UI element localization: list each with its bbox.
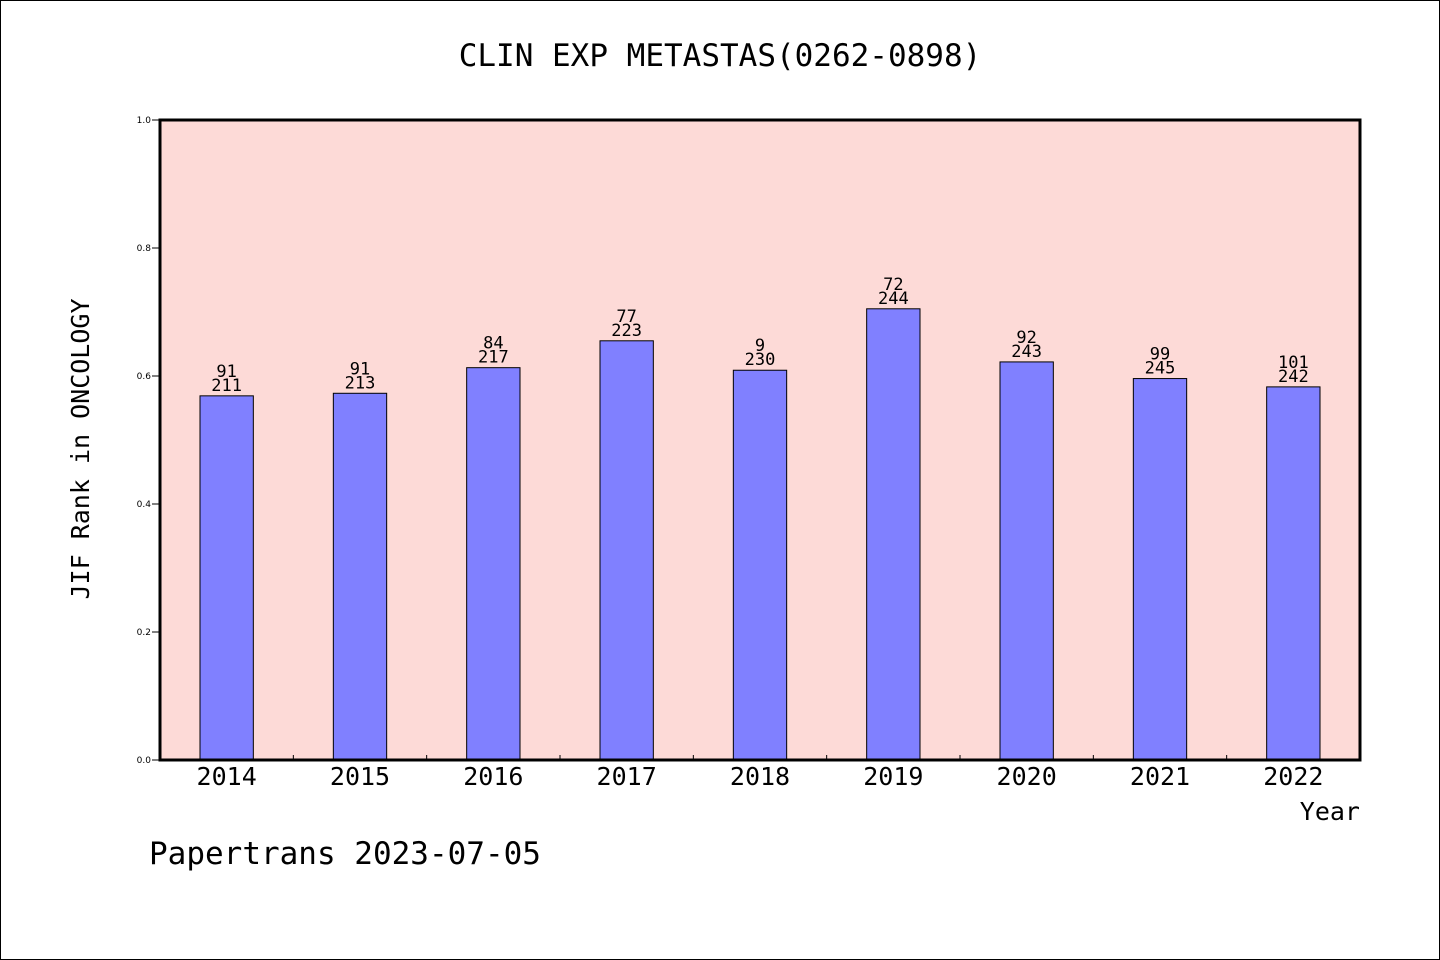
- bar-total-label: 230: [745, 350, 776, 370]
- bar-total-label: 211: [211, 376, 242, 396]
- bar-2017: [599, 340, 654, 761]
- bar-total-label: 213: [345, 373, 376, 393]
- bar-rank-label: 92: [1016, 328, 1036, 348]
- x-tick-label: 2019: [863, 762, 923, 791]
- bar-total-label: 245: [1145, 359, 1176, 379]
- bar-rank-label: 77: [616, 307, 636, 327]
- x-tick-label: 2015: [330, 762, 390, 791]
- bar-total-label: 244: [878, 289, 909, 309]
- bar-rank-label: 84: [483, 334, 503, 354]
- chart-title: CLIN EXP METASTAS(0262-0898): [459, 38, 982, 74]
- bar-total-label: 243: [1011, 342, 1042, 362]
- x-tick-label: 2017: [597, 762, 657, 791]
- x-tick-label: 2014: [197, 762, 257, 791]
- bar-2016: [466, 367, 521, 761]
- bar-2014: [199, 395, 254, 761]
- bar-total-label: 223: [611, 321, 642, 341]
- y-tick-label: 0.6: [137, 372, 152, 382]
- bar-rank-label: 91: [216, 362, 236, 382]
- bar-rank-label: 72: [883, 275, 903, 295]
- bar-total-label: 242: [1278, 367, 1309, 387]
- bar-2015: [332, 392, 388, 761]
- bar-rank-label: 99: [1150, 345, 1170, 365]
- x-tick-label: 2018: [730, 762, 790, 791]
- y-tick-label: 0.0: [137, 756, 152, 766]
- y-tick-label: 0.2: [137, 628, 151, 638]
- bar-2018: [732, 369, 788, 761]
- y-axis: 0.0 0.2 0.4 0.6 0.8 1.0: [137, 116, 160, 766]
- bar-rank-label: 101: [1278, 353, 1309, 373]
- bar-rank-label: 91: [350, 359, 370, 379]
- y-tick-label: 0.4: [137, 500, 152, 510]
- bar-2021: [1132, 378, 1188, 761]
- bar-rank-label: 9: [755, 336, 765, 356]
- x-axis: 2014 2015 2016 2017 2018 2019 2020 2021 2022: [197, 755, 1323, 791]
- x-tick-label: 2022: [1263, 762, 1323, 791]
- x-tick-label: 2020: [997, 762, 1057, 791]
- y-tick-label: 0.8: [137, 244, 152, 254]
- x-tick-label: 2021: [1130, 762, 1190, 791]
- plot-border: [158, 118, 1362, 762]
- footer-credit: Papertrans 2023-07-05: [149, 836, 541, 872]
- bar-2022: [1266, 386, 1321, 761]
- bar-total-label: 217: [478, 348, 509, 368]
- y-tick-label: 1.0: [137, 116, 152, 126]
- x-axis-label: Year: [1300, 797, 1360, 826]
- bar-2019: [866, 308, 921, 761]
- x-tick-label: 2016: [463, 762, 523, 791]
- y-axis-label: JIF Rank in ONCOLOGY: [66, 298, 95, 599]
- bar-2020: [999, 361, 1054, 761]
